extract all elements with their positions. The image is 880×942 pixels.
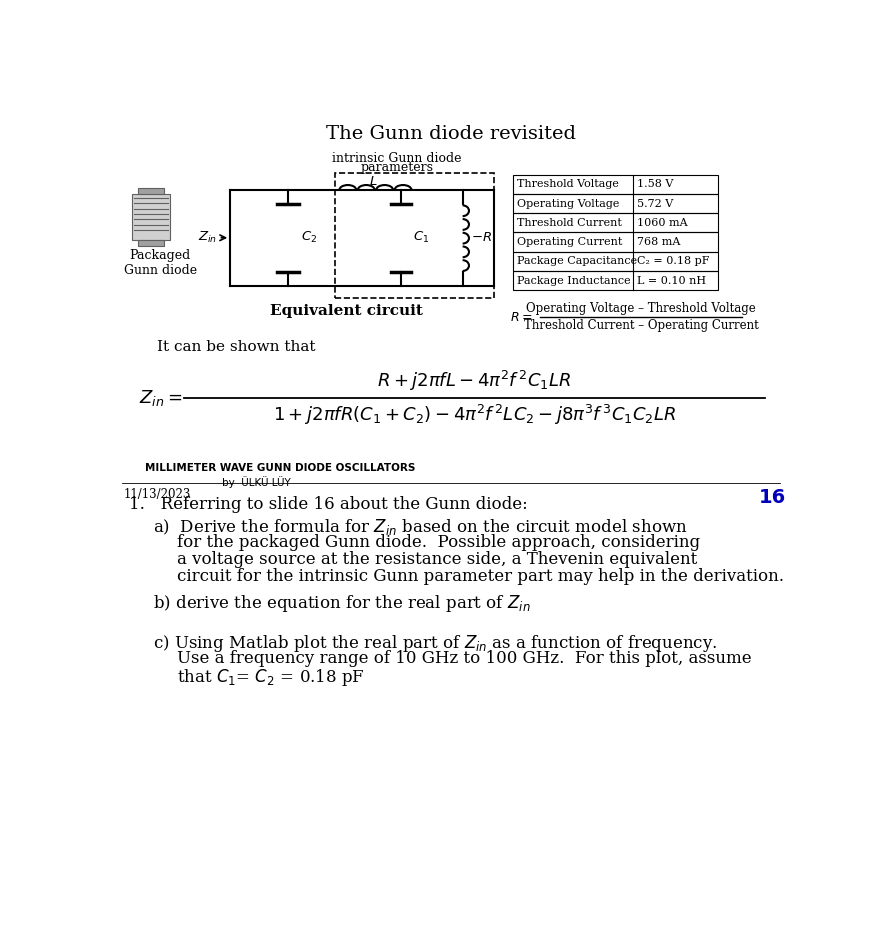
Text: Package Inductance: Package Inductance bbox=[517, 275, 630, 285]
Bar bbox=[334, 173, 494, 298]
Text: parameters: parameters bbox=[360, 161, 433, 173]
Bar bbox=[513, 194, 718, 213]
Text: Use a frequency range of 10 GHz to 100 GHz.  For this plot, assume: Use a frequency range of 10 GHz to 100 G… bbox=[178, 650, 752, 667]
Text: 16: 16 bbox=[759, 488, 786, 507]
Text: It can be shown that: It can be shown that bbox=[157, 340, 315, 354]
Text: $1 + j2\pi fR(C_1 + C_2) - 4\pi^2 f^{\,2}LC_2 - j8\pi^3 f^{\,3}C_1C_2LR$: $1 + j2\pi fR(C_1 + C_2) - 4\pi^2 f^{\,2… bbox=[273, 403, 676, 427]
Text: $L$: $L$ bbox=[370, 174, 378, 187]
Text: a voltage source at the resistance side, a Thevenin equivalent: a voltage source at the resistance side,… bbox=[178, 551, 698, 568]
Text: Operating Voltage – Threshold Voltage: Operating Voltage – Threshold Voltage bbox=[526, 302, 756, 316]
Text: $C_1$: $C_1$ bbox=[413, 230, 429, 245]
Bar bbox=[513, 271, 718, 290]
Bar bbox=[132, 194, 171, 240]
Bar bbox=[138, 240, 165, 246]
Bar bbox=[513, 233, 718, 252]
Text: Equivalent circuit: Equivalent circuit bbox=[270, 304, 422, 318]
Text: $-R$: $-R$ bbox=[471, 232, 492, 244]
Text: Package Capacitance: Package Capacitance bbox=[517, 256, 637, 267]
Text: that $C_1$= $C_2$ = 0.18 pF: that $C_1$= $C_2$ = 0.18 pF bbox=[178, 667, 365, 688]
Text: Operating Current: Operating Current bbox=[517, 237, 622, 247]
Text: circuit for the intrinsic Gunn parameter part may help in the derivation.: circuit for the intrinsic Gunn parameter… bbox=[178, 568, 784, 585]
Bar bbox=[513, 213, 718, 233]
Text: $R =$: $R =$ bbox=[510, 311, 532, 324]
Text: 1060 mA: 1060 mA bbox=[637, 218, 687, 228]
Text: $Z_{in}$: $Z_{in}$ bbox=[198, 230, 217, 245]
Text: C₂ = 0.18 pF: C₂ = 0.18 pF bbox=[637, 256, 709, 267]
Text: L = 0.10 nH: L = 0.10 nH bbox=[637, 275, 706, 285]
Text: Packaged
Gunn diode: Packaged Gunn diode bbox=[124, 250, 197, 277]
Text: Operating Voltage: Operating Voltage bbox=[517, 199, 620, 208]
Text: a)  Derive the formula for $Z_{in}$ based on the circuit model shown: a) Derive the formula for $Z_{in}$ based… bbox=[152, 517, 687, 537]
Text: Threshold Current – Operating Current: Threshold Current – Operating Current bbox=[524, 319, 759, 333]
Text: for the packaged Gunn diode.  Possible approach, considering: for the packaged Gunn diode. Possible ap… bbox=[178, 534, 700, 551]
Text: c) Using Matlab plot the real part of $Z_{in}$ as a function of frequency.: c) Using Matlab plot the real part of $Z… bbox=[152, 633, 717, 654]
Text: 768 mA: 768 mA bbox=[637, 237, 680, 247]
Text: $C_2$: $C_2$ bbox=[302, 230, 318, 245]
Text: 1.58 V: 1.58 V bbox=[637, 179, 673, 189]
Text: by  ÜLKÜ LÜY: by ÜLKÜ LÜY bbox=[223, 476, 291, 488]
Text: b) derive the equation for the real part of $Z_{in}$: b) derive the equation for the real part… bbox=[152, 593, 531, 614]
Text: The Gunn diode revisited: The Gunn diode revisited bbox=[326, 124, 576, 142]
Text: Threshold Voltage: Threshold Voltage bbox=[517, 179, 619, 189]
Text: $R + j2\pi fL - 4\pi^2 f^{\,2}C_1LR$: $R + j2\pi fL - 4\pi^2 f^{\,2}C_1LR$ bbox=[378, 369, 571, 393]
Text: 5.72 V: 5.72 V bbox=[637, 199, 673, 208]
Text: 1.   Referring to slide 16 about the Gunn diode:: 1. Referring to slide 16 about the Gunn … bbox=[129, 495, 528, 512]
Text: $Z_{in} =$: $Z_{in} =$ bbox=[139, 388, 182, 408]
Bar bbox=[513, 174, 718, 194]
Text: intrinsic Gunn diode: intrinsic Gunn diode bbox=[332, 152, 461, 165]
Text: Threshold Current: Threshold Current bbox=[517, 218, 622, 228]
Text: MILLIMETER WAVE GUNN DIODE OSCILLATORS: MILLIMETER WAVE GUNN DIODE OSCILLATORS bbox=[145, 463, 415, 474]
Text: 11/13/2023: 11/13/2023 bbox=[124, 488, 191, 501]
Bar bbox=[513, 252, 718, 271]
Bar bbox=[138, 187, 165, 194]
